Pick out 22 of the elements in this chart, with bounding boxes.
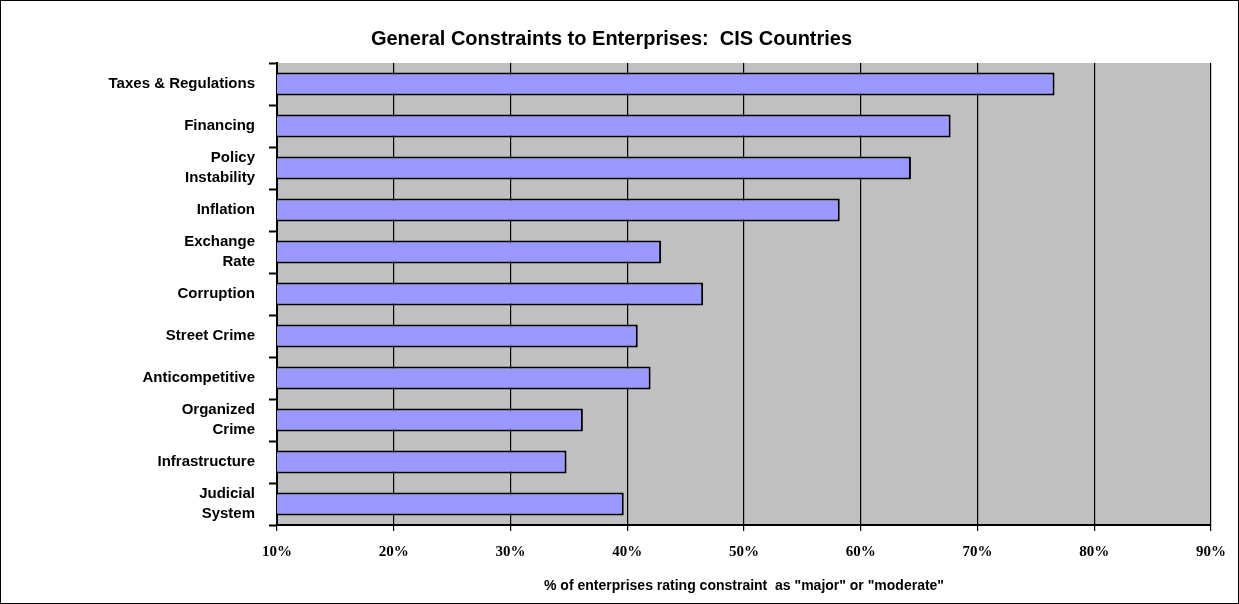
y-tick-label: Corruption bbox=[177, 284, 255, 302]
x-axis-title: % of enterprises rating constraint as "major" or "moderate" bbox=[544, 577, 944, 594]
y-tick-label: Taxes & Regulations bbox=[108, 74, 255, 92]
x-tick-label: 50% bbox=[729, 542, 759, 559]
x-tick-label: 70% bbox=[962, 542, 993, 559]
x-tick-label: 10% bbox=[262, 542, 292, 559]
chart-title: General Constraints to Enterprises: CIS Countries bbox=[370, 26, 853, 49]
y-tick-label: Judicial System bbox=[199, 484, 255, 521]
y-tick-label: Street Crime bbox=[165, 326, 255, 344]
y-tick-label: Policy Instability bbox=[184, 148, 256, 185]
y-tick-label: Infrastructure bbox=[157, 452, 255, 470]
y-tick-label: Financing bbox=[184, 116, 255, 134]
x-tick-label: 80% bbox=[1079, 542, 1110, 559]
x-tick-label: 90% bbox=[1196, 542, 1226, 559]
x-tick-label: 30% bbox=[495, 542, 526, 559]
x-tick-label: 60% bbox=[845, 542, 876, 559]
y-tick-label: Inflation bbox=[196, 200, 255, 218]
y-tick-label: Anticompetitive bbox=[142, 368, 255, 386]
x-tick-label: 40% bbox=[612, 542, 643, 559]
y-tick-label: Exchange Rate bbox=[184, 232, 255, 269]
x-tick-label: 20% bbox=[378, 542, 409, 559]
y-tick-label: Organized Crime bbox=[181, 400, 255, 437]
